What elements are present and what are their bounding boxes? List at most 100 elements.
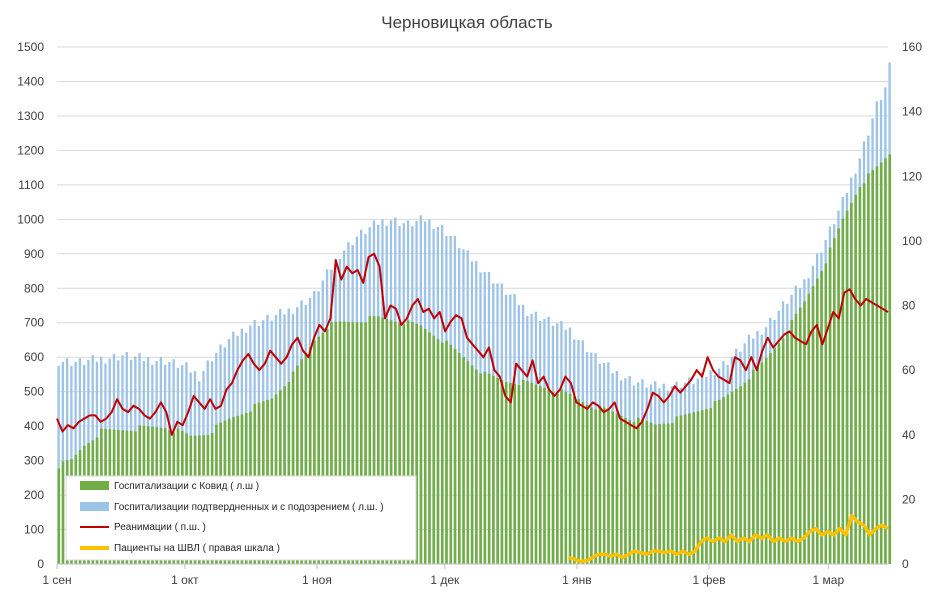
- bar-hosp-covid: [884, 158, 887, 565]
- bar-hosp-covid: [475, 369, 478, 564]
- bar-hosp-covid: [389, 320, 393, 564]
- bar-hosp-covid: [837, 228, 840, 564]
- bar-hosp-covid: [577, 399, 580, 564]
- y-right-tick-label: 100: [902, 234, 922, 248]
- bar-hosp-covid: [368, 316, 372, 564]
- bar-hosp-covid: [449, 344, 453, 564]
- bar-hosp-covid: [377, 316, 380, 564]
- y-right-tick-label: 60: [902, 363, 916, 377]
- bar-hosp-covid: [598, 405, 602, 564]
- bar-hosp-covid: [820, 271, 823, 564]
- bar-hosp-covid: [479, 373, 482, 564]
- bar-hosp-covid: [406, 320, 410, 564]
- y-left-tick-label: 900: [24, 247, 44, 261]
- legend-item-ventilator: Пациенты на ШВЛ ( правая шкала ): [80, 543, 280, 554]
- bar-hosp-covid: [462, 357, 465, 564]
- bar-hosp-covid: [739, 386, 742, 564]
- bar-hosp-covid: [743, 382, 747, 564]
- bar-hosp-covid: [735, 388, 738, 564]
- bar-hosp-covid: [632, 421, 636, 564]
- bar-hosp-covid: [679, 415, 683, 564]
- bar-hosp-covid: [683, 414, 687, 564]
- bar-hosp-covid: [615, 413, 619, 564]
- legend-swatch-blue: [80, 502, 109, 511]
- y-right-tick-label: 140: [902, 105, 922, 119]
- bar-hosp-covid: [619, 415, 623, 564]
- chart-title: Черновицкая область: [381, 13, 553, 32]
- bar-hosp-covid: [611, 411, 615, 564]
- bar-hosp-covid: [530, 382, 534, 564]
- bar-hosp-covid: [291, 371, 295, 564]
- bar-hosp-covid: [521, 379, 525, 564]
- y-right-tick-label: 160: [902, 40, 922, 54]
- bar-hosp-covid: [564, 391, 568, 564]
- bar-hosp-covid: [538, 386, 542, 564]
- bar-hosp-covid: [662, 423, 666, 564]
- y-right-tick-label: 80: [902, 299, 916, 313]
- bar-hosp-covid: [57, 468, 61, 564]
- bar-hosp-covid: [342, 321, 346, 564]
- bar-hosp-covid: [338, 321, 342, 564]
- bar-hosp-covid: [534, 384, 538, 564]
- bar-hosp-covid: [807, 293, 811, 564]
- y-left-tick-label: 0: [37, 557, 44, 571]
- bar-hosp-covid: [671, 423, 674, 564]
- bar-hosp-covid: [879, 162, 883, 564]
- x-tick-label: 1 сен: [42, 573, 71, 587]
- bar-hosp-covid: [845, 210, 849, 564]
- bar-hosp-covid: [513, 384, 517, 564]
- bar-hosp-covid: [875, 166, 879, 564]
- bar-hosp-covid: [517, 385, 521, 564]
- bar-hosp-covid: [798, 307, 802, 564]
- x-tick-label: 1 ноя: [302, 573, 332, 587]
- y-right-tick-label: 20: [902, 492, 916, 506]
- bar-hosp-covid: [581, 402, 585, 564]
- bar-hosp-covid: [888, 154, 892, 564]
- x-tick-label: 1 мар: [813, 573, 845, 587]
- y-left-tick-label: 1300: [17, 109, 44, 123]
- bar-hosp-covid: [649, 422, 653, 564]
- legend: Госпитализации с Ковид ( л.ш ) Госпитали…: [65, 475, 417, 561]
- bar-hosp-covid: [313, 340, 316, 564]
- y-left-tick-label: 600: [24, 350, 44, 364]
- legend-item-icu: Реанимации ( п.ш. ): [80, 522, 206, 533]
- bar-hosp-covid: [372, 316, 376, 564]
- bar-hosp-covid: [543, 387, 546, 564]
- bar-hosp-covid: [556, 393, 559, 564]
- legend-item-hosp-total: Госпитализации подтвердненных и с подозр…: [80, 502, 384, 513]
- bar-hosp-covid: [688, 413, 691, 564]
- bar-hosp-covid: [61, 461, 65, 564]
- bar-hosp-covid: [636, 417, 640, 564]
- bar-hosp-covid: [334, 321, 338, 564]
- bar-hosp-covid: [509, 383, 512, 564]
- bar-hosp-covid: [317, 336, 321, 564]
- x-tick-label: 1 окт: [171, 573, 199, 587]
- bar-hosp-covid: [730, 391, 734, 564]
- bar-hosp-covid: [547, 389, 551, 564]
- bar-hosp-covid: [321, 332, 325, 564]
- bar-hosp-covid: [300, 359, 303, 564]
- bar-hosp-covid: [811, 286, 815, 564]
- bar-hosp-covid: [654, 424, 657, 564]
- bar-hosp-covid: [862, 183, 866, 564]
- y-axis-right: 0 20 40 60 80 100 120 140 160: [902, 40, 922, 571]
- y-left-tick-label: 1000: [17, 212, 44, 226]
- y-left-tick-label: 100: [24, 523, 44, 537]
- bar-hosp-covid: [398, 323, 401, 564]
- bar-hosp-covid: [700, 410, 704, 564]
- bar-hosp-covid: [824, 263, 828, 564]
- line-ventilator: [567, 513, 889, 564]
- bar-hosp-covid: [487, 373, 491, 564]
- bar-hosp-covid: [756, 366, 759, 564]
- bar-hosp-covid: [841, 218, 845, 565]
- y-left-tick-label: 400: [24, 419, 44, 433]
- bar-hosp-covid: [419, 325, 423, 564]
- y-left-tick-label: 800: [24, 281, 44, 295]
- bar-hosp-covid: [440, 342, 444, 564]
- bar-hosp-covid: [705, 409, 708, 564]
- bar-hosp-covid: [415, 323, 419, 564]
- bar-hosp-covid: [781, 338, 785, 564]
- bar-hosp-covid: [607, 409, 610, 564]
- bar-hosp-covid: [500, 379, 504, 564]
